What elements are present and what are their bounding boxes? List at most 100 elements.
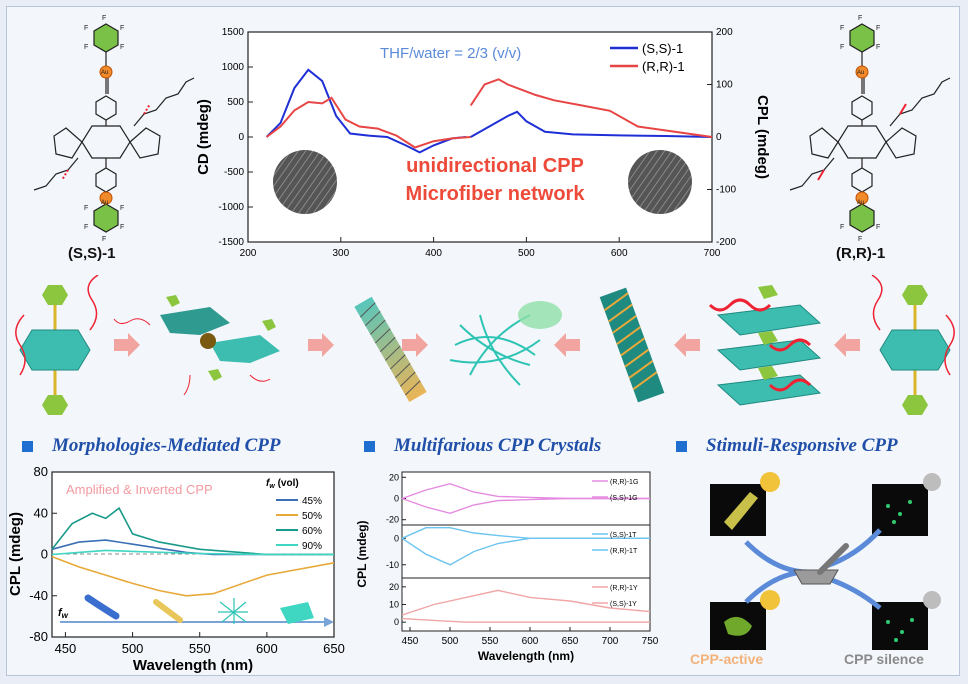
f-label: F bbox=[840, 224, 844, 231]
section-title-morph: Morphologies-Mediated CPP bbox=[52, 435, 281, 456]
ground-photo-2 bbox=[872, 602, 928, 650]
f-label: F bbox=[876, 224, 880, 231]
f-label: F bbox=[84, 44, 88, 51]
morph-cpl-chart: 450 500 550 600 650 80 40 0 -40 -80 Wavelength (… bbox=[8, 464, 345, 674]
annotation: Amplified & Inverted CPP bbox=[66, 482, 213, 497]
legend-label: (S,S)-1T bbox=[610, 532, 637, 539]
stacked-assembly bbox=[708, 285, 822, 406]
morph-network bbox=[218, 598, 248, 624]
f-label: F bbox=[120, 205, 124, 212]
au-label: Au bbox=[857, 200, 864, 206]
x-tick-label: 200 bbox=[240, 248, 257, 259]
au-label: Au bbox=[101, 70, 108, 76]
y-right-tick-label: 200 bbox=[716, 27, 733, 38]
arrow-right bbox=[308, 333, 334, 357]
y-tick-label: -500 bbox=[224, 167, 244, 178]
f-label: F bbox=[858, 236, 862, 243]
y-tick-label: 500 bbox=[227, 97, 244, 108]
au-label: Au bbox=[857, 70, 864, 76]
y-right-tick-label: 0 bbox=[716, 132, 722, 143]
f-label: F bbox=[120, 25, 124, 32]
powder-glow bbox=[724, 616, 752, 636]
sem-image-ss bbox=[273, 150, 337, 214]
y-tick-label: 10 bbox=[389, 600, 399, 610]
fiber-bundle bbox=[518, 301, 562, 329]
cpp-silence-label: CPP silence bbox=[844, 651, 924, 667]
molecule-ss-label: (S,S)-1 bbox=[68, 245, 116, 262]
y-tick-label: 0 bbox=[238, 132, 244, 143]
f-label: F bbox=[840, 25, 844, 32]
bullet-square bbox=[364, 441, 375, 452]
x-tick-label: 600 bbox=[522, 636, 539, 647]
molecule-rr: F F F F F Au Au F F F bbox=[789, 15, 951, 243]
fw-arrow-head bbox=[324, 617, 334, 627]
series-line-3 bbox=[401, 537, 650, 566]
arrow-left bbox=[554, 333, 580, 357]
condition-label: THF/water = 2/3 (v/v) bbox=[380, 45, 521, 62]
x-tick-label: 750 bbox=[642, 636, 659, 647]
legend-label: (S,S)-1G bbox=[610, 495, 638, 502]
y-tick-label: 20 bbox=[389, 582, 399, 592]
lightbulb-off-icon bbox=[923, 591, 941, 609]
lightbulb-icon bbox=[760, 590, 780, 610]
section-title-stimuli: Stimuli-Responsive CPP bbox=[706, 435, 898, 456]
legend-label: (S,S)-1Y bbox=[610, 601, 637, 608]
x-tick-label: 500 bbox=[518, 248, 535, 259]
series-line-1 bbox=[401, 497, 650, 515]
x-axis-label: Wavelength (nm) bbox=[478, 649, 574, 663]
bullet-square bbox=[676, 441, 687, 452]
x-tick-label: 700 bbox=[704, 248, 721, 259]
x-tick-label: 500 bbox=[442, 636, 459, 647]
y-tick-label: -10 bbox=[386, 560, 399, 570]
pestle-icon bbox=[817, 543, 849, 575]
y-axis-label: CPL (mdeg) bbox=[8, 512, 24, 596]
section-title-crystals: Multifarious CPP Crystals bbox=[394, 435, 602, 456]
mortar-icon bbox=[793, 569, 839, 585]
morph-rod-yellow bbox=[153, 599, 183, 623]
f-label: F bbox=[120, 224, 124, 231]
y-tick-label: -20 bbox=[386, 515, 399, 525]
series-line-2 bbox=[51, 506, 334, 556]
y-tick-label: -40 bbox=[29, 588, 48, 603]
lightbulb-off-icon bbox=[923, 473, 941, 491]
x-tick-label: 500 bbox=[122, 641, 144, 656]
molecule-ss: F F F F F Au Au F F F F F bbox=[33, 15, 195, 243]
y-tick-label: -1000 bbox=[218, 202, 244, 213]
ground-photo-1 bbox=[872, 484, 928, 536]
annotation-line2: Microfiber network bbox=[406, 183, 586, 205]
bullet-square bbox=[22, 441, 33, 452]
series-line-1 bbox=[51, 555, 335, 597]
f-label: F bbox=[840, 44, 844, 51]
cpp-active-label: CPP-active bbox=[690, 651, 763, 667]
x-tick-label: 550 bbox=[482, 636, 499, 647]
y-tick-label: 20 bbox=[389, 472, 399, 482]
x-tick-label: 550 bbox=[189, 641, 211, 656]
x-tick-label: 300 bbox=[332, 248, 349, 259]
f-label: F bbox=[102, 236, 106, 243]
sem-image-rr bbox=[628, 150, 692, 214]
arrow-curve bbox=[744, 540, 809, 575]
legend-title: fw (vol) bbox=[266, 478, 299, 490]
arrow-right bbox=[402, 333, 428, 357]
arrow-left bbox=[674, 333, 700, 357]
f-label: F bbox=[102, 15, 106, 22]
y-tick-label: 40 bbox=[34, 505, 48, 520]
x-tick-label: 450 bbox=[402, 636, 419, 647]
f-label: F bbox=[858, 15, 862, 22]
series-line-2 bbox=[470, 110, 713, 138]
f-label: F bbox=[84, 205, 88, 212]
helix-thick bbox=[599, 287, 665, 403]
fw-label: fw bbox=[58, 607, 69, 620]
legend-label-ss: (S,S)-1 bbox=[642, 41, 683, 56]
y-axis-right-label: CPL (mdeg) bbox=[754, 95, 770, 179]
helix-thin bbox=[354, 296, 427, 402]
legend-label: 50% bbox=[302, 511, 322, 522]
y-tick-label: 80 bbox=[34, 464, 48, 479]
x-tick-label: 650 bbox=[562, 636, 579, 647]
panel-t bbox=[401, 524, 651, 579]
molecule-rr-label: (R,R)-1 bbox=[836, 245, 886, 262]
monomer-right bbox=[871, 275, 955, 415]
morph-plate bbox=[280, 602, 314, 624]
f-label: F bbox=[84, 25, 88, 32]
y-tick-label: 0 bbox=[394, 533, 399, 543]
